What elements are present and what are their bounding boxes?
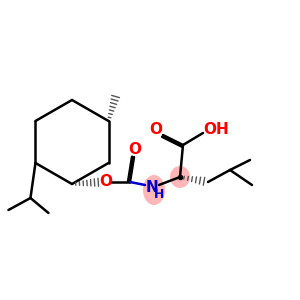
Text: H: H — [154, 188, 164, 200]
Ellipse shape — [143, 175, 165, 205]
Text: O: O — [128, 142, 142, 157]
Text: O: O — [100, 175, 112, 190]
Text: O: O — [149, 122, 163, 137]
Ellipse shape — [170, 166, 190, 188]
Text: N: N — [146, 181, 158, 196]
Text: OH: OH — [203, 122, 229, 136]
